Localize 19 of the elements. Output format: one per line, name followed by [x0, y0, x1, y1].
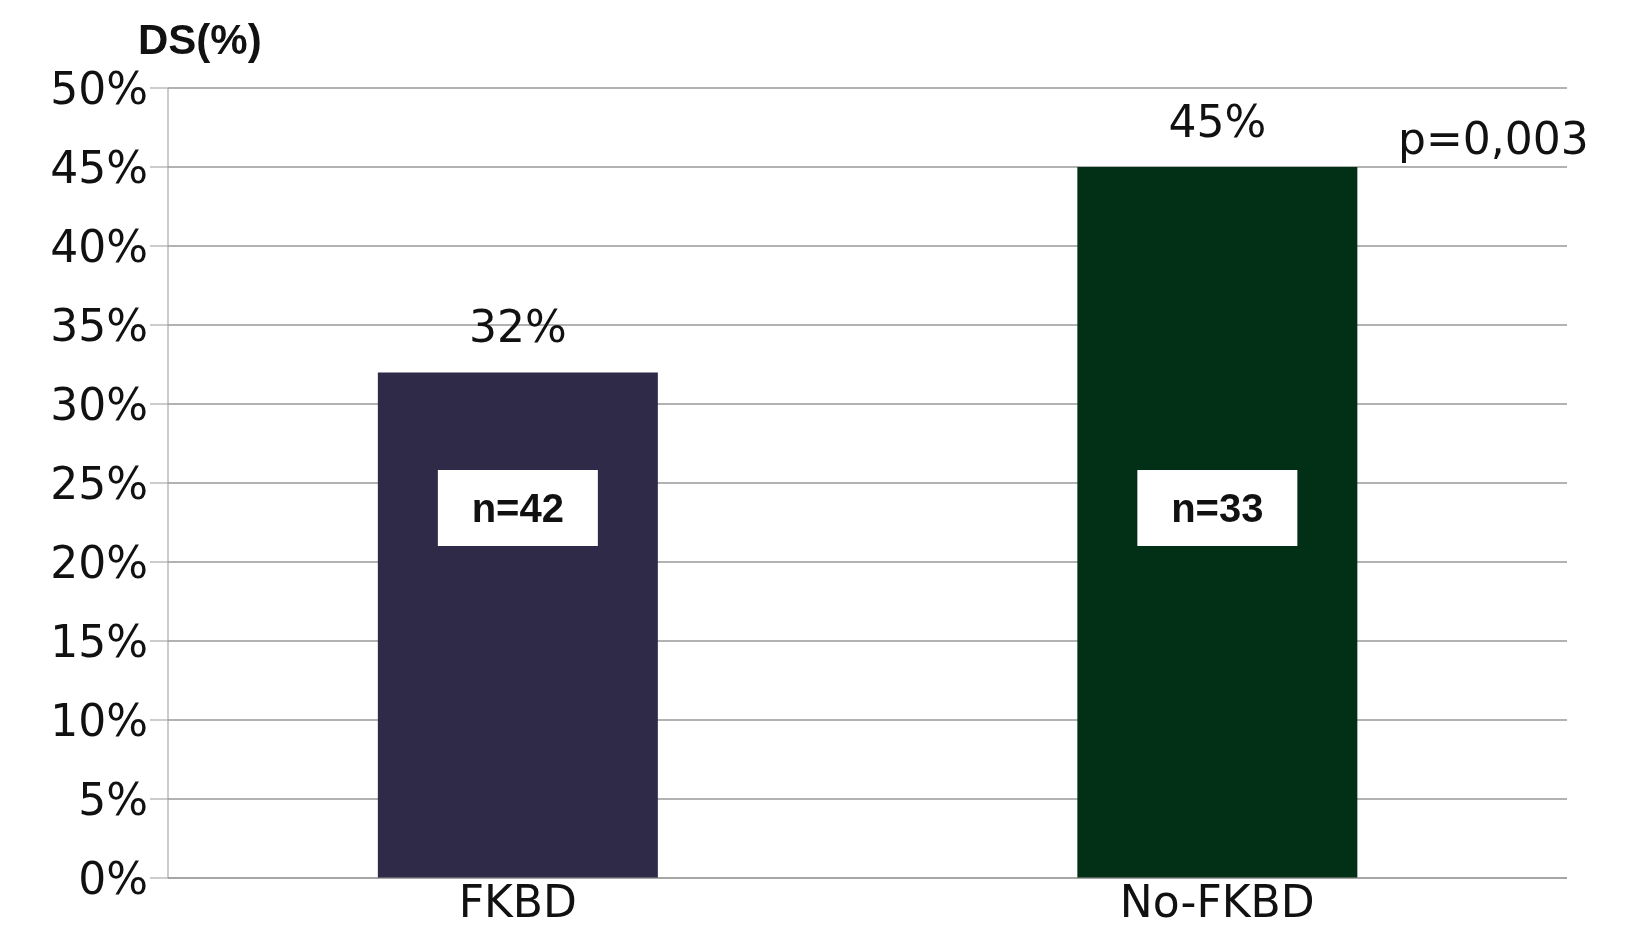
y-tick-label: 20% — [50, 536, 148, 588]
y-tick-label: 45% — [50, 141, 148, 193]
y-tick-label: 5% — [78, 773, 148, 825]
y-tick-label: 0% — [78, 852, 148, 904]
annotation: p=0,003 — [1398, 113, 1589, 164]
y-tick-label: 15% — [50, 615, 148, 667]
data-label: 45% — [1168, 96, 1267, 147]
y-tick-label: 30% — [50, 378, 148, 430]
annotation: n=33 — [1171, 486, 1264, 530]
x-tick-label: No-FKBD — [1119, 876, 1315, 928]
y-tick-label: 25% — [50, 457, 148, 509]
data-label: 32% — [468, 301, 567, 353]
y-tick-label: 50% — [50, 62, 148, 114]
annotation: n=42 — [471, 486, 564, 530]
y-tick-label: 35% — [50, 299, 148, 351]
x-tick-label: FKBD — [458, 876, 577, 928]
y-tick-label: 10% — [50, 694, 148, 746]
y-tick-label: 40% — [50, 220, 148, 272]
y-axis-title: DS(%) — [138, 16, 262, 64]
